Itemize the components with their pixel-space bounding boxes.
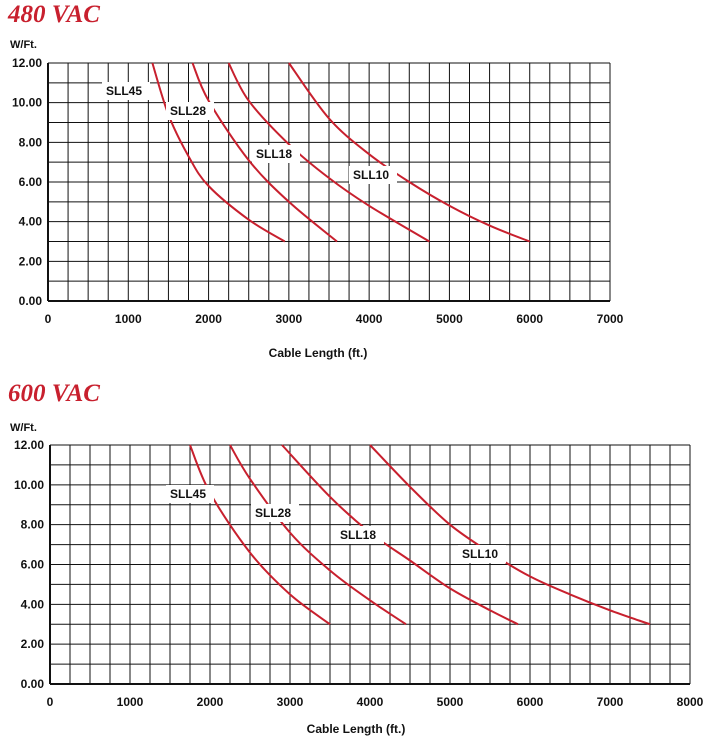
series-label-background <box>251 504 299 522</box>
series-label-background <box>252 145 300 163</box>
x-axis-label: Cable Length (ft.) <box>307 722 406 736</box>
x-tick-label: 7000 <box>597 312 624 326</box>
x-tick-label: 5000 <box>437 695 464 709</box>
x-tick-label: 8000 <box>677 695 704 709</box>
series-line-sll28 <box>191 62 338 243</box>
series-label-text: SLL45 <box>106 84 142 98</box>
series-label-background <box>349 166 397 184</box>
x-tick-label: 1000 <box>117 695 144 709</box>
series-label-sll18: SLL18 <box>336 526 384 544</box>
chart-title-600vac: 600 VAC <box>8 380 100 407</box>
y-tick-label: 6.00 <box>19 175 43 189</box>
series-label-sll45: SLL45 <box>166 485 214 503</box>
series-line-sll10 <box>369 444 651 626</box>
y-tick-label: 12.00 <box>14 438 44 452</box>
y-tick-label: 2.00 <box>21 637 45 651</box>
series-label-sll18: SLL18 <box>252 145 300 163</box>
x-tick-label: 7000 <box>597 695 624 709</box>
x-tick-label: 4000 <box>357 695 384 709</box>
y-tick-label: 10.00 <box>12 96 42 110</box>
series-label-background <box>166 485 214 503</box>
y-tick-label: 8.00 <box>19 135 43 149</box>
series-label-text: SLL10 <box>353 168 389 182</box>
series-line-sll18 <box>281 444 519 626</box>
series-label-text: SLL10 <box>462 547 498 561</box>
series-label-sll45: SLL45 <box>102 82 150 100</box>
series-label-text: SLL45 <box>170 487 206 501</box>
series-label-text: SLL28 <box>170 104 206 118</box>
series-label-sll28: SLL28 <box>166 102 214 120</box>
x-tick-label: 2000 <box>197 695 224 709</box>
series-label-sll28: SLL28 <box>251 504 299 522</box>
x-tick-label: 0 <box>47 695 54 709</box>
series-label-sll10: SLL10 <box>349 166 397 184</box>
y-tick-label: 8.00 <box>21 518 45 532</box>
x-axis-label: Cable Length (ft.) <box>269 346 368 360</box>
chart-480vac: 0.00 2.00 4.00 6.00 8.00 10.00 12.00 0 1000 2000 3… <box>10 39 624 360</box>
y-tick-label: 0.00 <box>19 294 43 308</box>
grid <box>49 444 691 685</box>
series-label-background <box>458 545 506 563</box>
series-label-background <box>336 526 384 544</box>
x-tick-label: 0 <box>45 312 52 326</box>
series-line-sll28 <box>229 444 407 626</box>
series-line-sll45 <box>189 444 331 626</box>
series-label-text: SLL18 <box>256 147 292 161</box>
y-tick-label: 0.00 <box>21 677 45 691</box>
x-tick-label: 3000 <box>276 312 303 326</box>
x-tick-label: 6000 <box>516 312 543 326</box>
y-axis-label: W/Ft. <box>10 39 37 51</box>
series-label-background <box>166 102 214 120</box>
series-label-background <box>102 82 150 100</box>
x-tick-label: 5000 <box>436 312 463 326</box>
x-tick-label: 2000 <box>195 312 222 326</box>
series-label-text: SLL28 <box>255 506 291 520</box>
x-tick-label: 3000 <box>277 695 304 709</box>
series-label-text: SLL18 <box>340 528 376 542</box>
y-axis-label: W/Ft. <box>10 422 37 434</box>
series-label-sll10: SLL10 <box>458 545 506 563</box>
y-tick-label: 12.00 <box>12 56 42 70</box>
series-line-sll18 <box>227 62 430 243</box>
y-tick-label: 2.00 <box>19 254 43 268</box>
x-tick-label: 6000 <box>517 695 544 709</box>
series-line-sll10 <box>288 62 531 243</box>
y-tick-label: 4.00 <box>21 597 45 611</box>
x-tick-label: 1000 <box>115 312 142 326</box>
y-tick-label: 6.00 <box>21 558 45 572</box>
chart-title-480vac: 480 VAC <box>8 1 100 28</box>
x-tick-label: 4000 <box>356 312 383 326</box>
y-tick-label: 4.00 <box>19 215 43 229</box>
y-tick-label: 10.00 <box>14 478 44 492</box>
chart-600vac: 0.00 2.00 4.00 6.00 8.00 10.00 12.00 0 1000 2000 3… <box>10 422 704 736</box>
